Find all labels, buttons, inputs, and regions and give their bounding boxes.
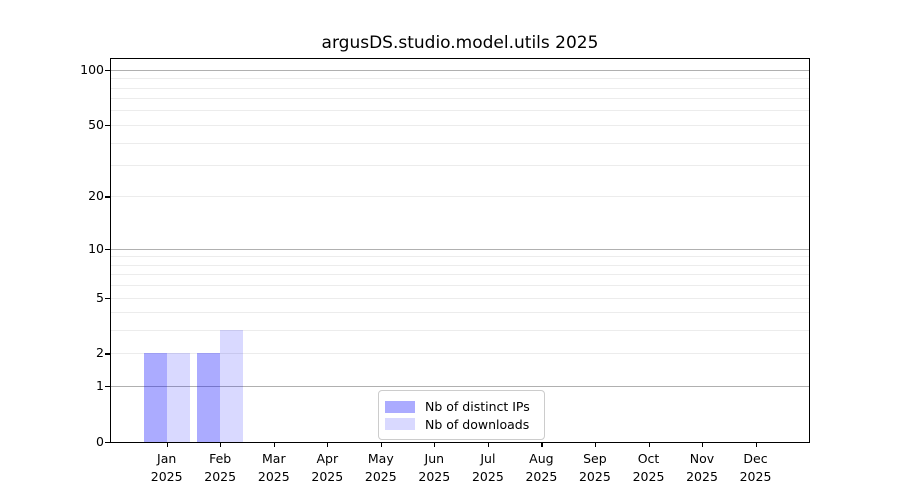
bar <box>197 353 221 442</box>
x-tick-month: Jun <box>424 451 445 466</box>
x-tick-label: Dec 2025 <box>724 450 788 485</box>
x-tick-mark <box>755 443 757 447</box>
legend-swatch <box>385 400 415 413</box>
x-tick-year: 2025 <box>739 468 772 484</box>
minor-gridline <box>111 142 809 144</box>
x-tick-label: Aug 2025 <box>509 450 573 485</box>
x-tick-month: May <box>367 451 394 466</box>
chart-title: argusDS.studio.model.utils 2025 <box>321 33 599 53</box>
y-tick-mark <box>105 124 110 127</box>
minor-gridline <box>111 330 809 332</box>
plot-area: Nb of distinct IPs Nb of downloads <box>110 58 810 443</box>
minor-gridline <box>111 264 809 266</box>
x-tick-year: 2025 <box>257 468 290 484</box>
y-tick-label: 0 <box>96 434 104 449</box>
minor-gridline <box>111 78 809 80</box>
x-tick-label: Feb 2025 <box>188 450 252 485</box>
y-tick-mark <box>105 69 110 71</box>
x-tick-month: Feb <box>209 451 232 466</box>
y-tick-mark <box>105 196 110 198</box>
major-gridline <box>111 69 809 71</box>
y-tick-label: 100 <box>80 61 104 77</box>
y-tick-label: 10 <box>88 240 104 256</box>
minor-gridline <box>111 110 809 112</box>
legend-label: Nb of distinct IPs <box>425 399 530 415</box>
y-tick-label: 1 <box>96 378 104 394</box>
x-tick-year: 2025 <box>418 468 451 484</box>
x-tick-mark <box>648 443 650 447</box>
minor-gridline <box>111 98 809 100</box>
minor-gridline <box>111 353 809 355</box>
minor-gridline <box>111 256 809 258</box>
legend-label: Nb of downloads <box>425 416 530 432</box>
x-tick-year: 2025 <box>525 468 558 484</box>
x-tick-mark <box>166 443 168 447</box>
bar <box>220 330 244 442</box>
x-tick-label: Oct 2025 <box>617 450 681 485</box>
x-tick-mark <box>702 443 704 447</box>
x-tick-label: Mar 2025 <box>242 450 306 485</box>
x-tick-month: Apr <box>316 451 339 466</box>
y-tick-mark <box>105 442 110 444</box>
x-tick-month: Jul <box>480 451 496 466</box>
x-tick-label: Apr 2025 <box>295 450 359 485</box>
x-tick-year: 2025 <box>471 468 504 484</box>
bar <box>166 353 190 442</box>
x-tick-mark <box>541 443 543 447</box>
x-tick-mark <box>434 443 436 447</box>
x-tick-year: 2025 <box>364 468 397 484</box>
minor-gridline <box>111 124 809 126</box>
x-tick-month: Dec <box>743 451 768 466</box>
plot-canvas <box>111 59 809 442</box>
legend-item: Nb of distinct IPs <box>385 398 544 416</box>
y-tick-mark <box>105 386 110 388</box>
x-tick-mark <box>327 443 329 447</box>
x-tick-year: 2025 <box>204 468 237 484</box>
y-tick-label: 2 <box>96 345 104 361</box>
minor-gridline <box>111 165 809 166</box>
minor-gridline <box>111 297 809 299</box>
x-tick-month: Mar <box>262 451 286 466</box>
y-tick-label: 50 <box>88 116 104 132</box>
y-tick-mark <box>105 353 110 355</box>
x-tick-mark <box>273 443 275 447</box>
x-tick-label: Nov 2025 <box>670 450 734 485</box>
x-tick-label: May 2025 <box>349 450 413 485</box>
minor-gridline <box>111 274 809 276</box>
x-tick-month: Jan <box>157 451 177 466</box>
y-tick-mark <box>105 297 110 299</box>
legend-swatch <box>385 418 415 431</box>
x-tick-year: 2025 <box>632 468 665 484</box>
y-tick-mark <box>105 248 110 250</box>
x-tick-month: Sep <box>583 451 607 466</box>
major-gridline <box>111 248 809 250</box>
x-tick-mark <box>220 443 222 447</box>
minor-gridline <box>111 285 809 286</box>
x-tick-month: Aug <box>529 451 554 466</box>
minor-gridline <box>111 196 809 198</box>
x-tick-label: Jun 2025 <box>402 450 466 485</box>
legend-item: Nb of downloads <box>385 416 544 434</box>
x-tick-month: Oct <box>637 451 660 466</box>
major-gridline <box>111 386 809 388</box>
x-tick-year: 2025 <box>578 468 611 484</box>
x-tick-year: 2025 <box>686 468 718 484</box>
minor-gridline <box>111 312 809 314</box>
x-tick-year: 2025 <box>150 468 183 484</box>
y-tick-label: 20 <box>88 188 104 204</box>
y-tick-label: 5 <box>96 289 104 305</box>
x-tick-label: Jan 2025 <box>135 450 199 485</box>
x-tick-mark <box>380 443 382 447</box>
x-tick-mark <box>594 443 597 447</box>
minor-gridline <box>111 87 809 89</box>
bar <box>143 353 167 442</box>
x-tick-label: Sep 2025 <box>563 450 627 485</box>
x-tick-month: Nov <box>689 451 715 466</box>
legend: Nb of distinct IPs Nb of downloads <box>378 390 545 440</box>
x-tick-year: 2025 <box>311 468 344 484</box>
x-tick-mark <box>487 443 490 447</box>
x-tick-label: Jul 2025 <box>456 450 520 485</box>
